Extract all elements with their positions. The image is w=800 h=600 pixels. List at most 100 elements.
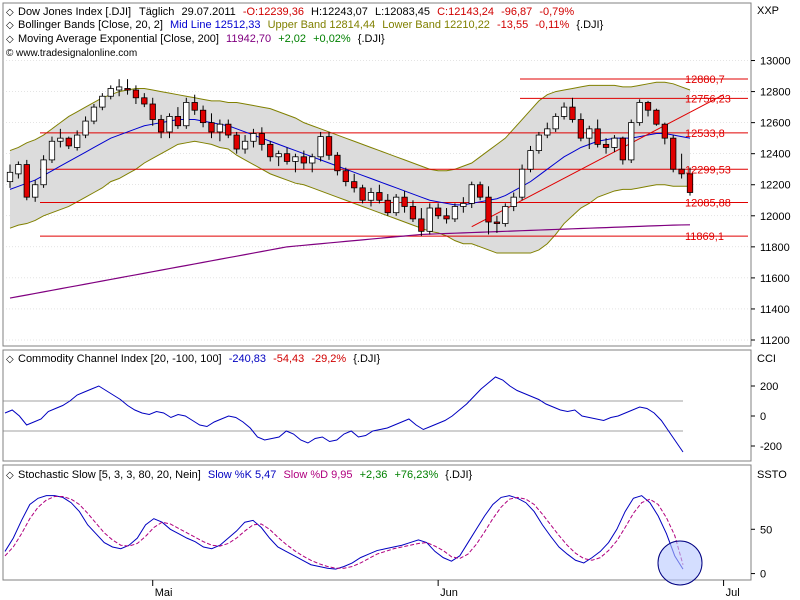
candle — [334, 152, 341, 176]
candle — [367, 187, 375, 207]
candle-body — [611, 137, 618, 148]
candle — [418, 208, 425, 236]
candle — [216, 119, 224, 142]
cci-y-axis: 200 0 -200 — [751, 381, 782, 453]
collapse-icon[interactable]: ◇ — [6, 470, 14, 481]
candle-body — [510, 196, 517, 207]
candle-body — [670, 137, 677, 170]
candle-body — [577, 119, 584, 139]
cci-change-pct: -29,2% — [311, 353, 346, 365]
candle — [258, 127, 265, 151]
candle-body — [191, 102, 198, 111]
upper-band-line — [9, 81, 691, 172]
collapse-icon[interactable]: ◇ — [6, 7, 14, 18]
y-tick-label: 0 — [760, 411, 766, 423]
candle — [586, 125, 593, 150]
cci-series — [4, 376, 684, 453]
candle — [283, 147, 291, 165]
legend-low: L:12083,45 — [375, 6, 430, 18]
candle-body — [686, 173, 694, 193]
y-tick-label: 11200 — [760, 335, 790, 347]
candle — [636, 99, 643, 126]
candle — [325, 131, 333, 160]
y-tick-label: 11800 — [760, 242, 790, 254]
candle — [527, 145, 534, 173]
candle-body — [586, 128, 593, 139]
candle — [653, 108, 660, 126]
price-y-axis: 11200 11400 11600 11800 12000 12200 12400 12600… — [751, 56, 791, 347]
sto-pane — [2, 464, 752, 581]
y-tick-label: 50 — [760, 524, 772, 536]
candle-body — [157, 119, 165, 133]
candle — [23, 159, 30, 201]
candle-body — [15, 164, 22, 175]
candle-body — [325, 136, 333, 156]
candle — [535, 131, 543, 154]
candle — [518, 164, 526, 201]
collapse-icon[interactable]: ◇ — [6, 20, 14, 31]
candle-body — [216, 123, 224, 133]
candle-body — [141, 97, 148, 105]
candle — [40, 155, 47, 188]
level-label: 12299,53 — [685, 164, 731, 176]
candle — [183, 97, 190, 129]
candle-body — [384, 199, 391, 214]
candle — [141, 93, 148, 108]
candle — [485, 186, 492, 235]
candle — [443, 208, 450, 224]
cci-pane-label: CCI — [757, 353, 776, 365]
sto-legend: ◇ Stochastic Slow [5, 3, 3, 80, 20, Nein… — [6, 469, 473, 481]
copyright-icon: © — [6, 48, 14, 59]
candle-body — [23, 164, 30, 198]
candle — [644, 100, 652, 117]
candle — [116, 79, 123, 97]
candle-body — [619, 137, 626, 161]
candle-body — [653, 109, 660, 125]
candle — [317, 131, 324, 162]
candle — [57, 128, 64, 148]
candle — [560, 102, 568, 120]
candle — [225, 119, 232, 139]
candle-body — [292, 156, 299, 162]
candle — [250, 128, 257, 148]
y-tick-label: 12400 — [760, 149, 791, 161]
candle — [611, 135, 618, 153]
candle — [376, 184, 383, 204]
candle-body — [393, 196, 400, 214]
candle-body — [99, 95, 106, 108]
y-tick-label: 12200 — [760, 180, 791, 192]
candle-body — [283, 153, 291, 162]
candle — [384, 194, 391, 216]
candle-body — [535, 134, 543, 151]
candle-body — [435, 207, 442, 217]
level-label: 12085,88 — [685, 197, 731, 209]
price-legend: ◇ Dow Jones Index [.DJI] Täglich 29.07.2… — [6, 6, 604, 59]
bb-change: -13,55 — [497, 19, 528, 31]
candle-body — [132, 89, 140, 99]
candle-body — [661, 123, 668, 139]
candle — [476, 181, 484, 201]
candle-body — [636, 102, 643, 124]
candle — [48, 136, 56, 163]
candle-body — [90, 106, 98, 122]
candle — [32, 180, 39, 202]
candle — [300, 150, 307, 170]
candle-body — [317, 136, 324, 158]
bb-upper: Upper Band 12814,44 — [268, 19, 376, 31]
candle-body — [367, 192, 375, 201]
sto-pane-label: SSTO — [757, 469, 787, 481]
bb-suffix: {.DJI} — [576, 19, 603, 31]
candle-body — [628, 122, 635, 161]
sto-change-pct: +76,23% — [395, 469, 439, 481]
candle — [451, 203, 459, 222]
collapse-icon[interactable]: ◇ — [6, 354, 14, 365]
candle — [426, 203, 433, 235]
candle-body — [149, 103, 156, 120]
svg-text:Commodity Channel Index [20, -: Commodity Channel Index [20, -100, 100] … — [18, 353, 380, 365]
collapse-icon[interactable]: ◇ — [6, 34, 14, 45]
y-tick-label: 200 — [760, 381, 778, 393]
candle-body — [199, 109, 207, 124]
highlight-ellipse — [657, 540, 703, 586]
y-tick-label: 11600 — [760, 273, 790, 285]
